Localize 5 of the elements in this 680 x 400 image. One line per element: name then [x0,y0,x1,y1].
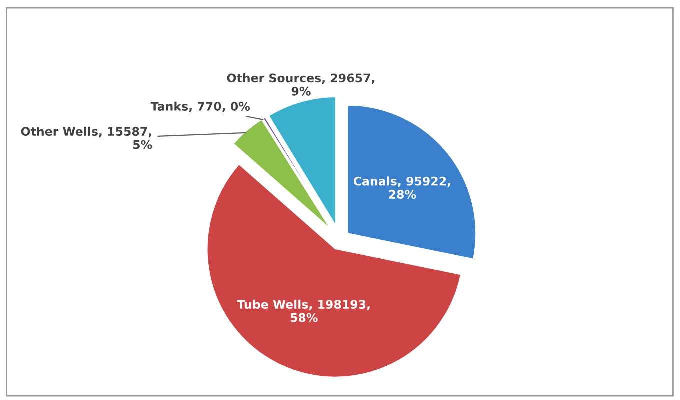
slice-label: Canals, 95922, 28% [354,176,450,200]
slice-label: Tube Wells, 198193, 58% [237,300,370,322]
slice-label: Other Wells, 15587, 5% [21,126,152,150]
slice-label: Tanks, 770, 0% [150,102,250,112]
slice-label: Other Sources, 29657, 9% [227,74,375,96]
